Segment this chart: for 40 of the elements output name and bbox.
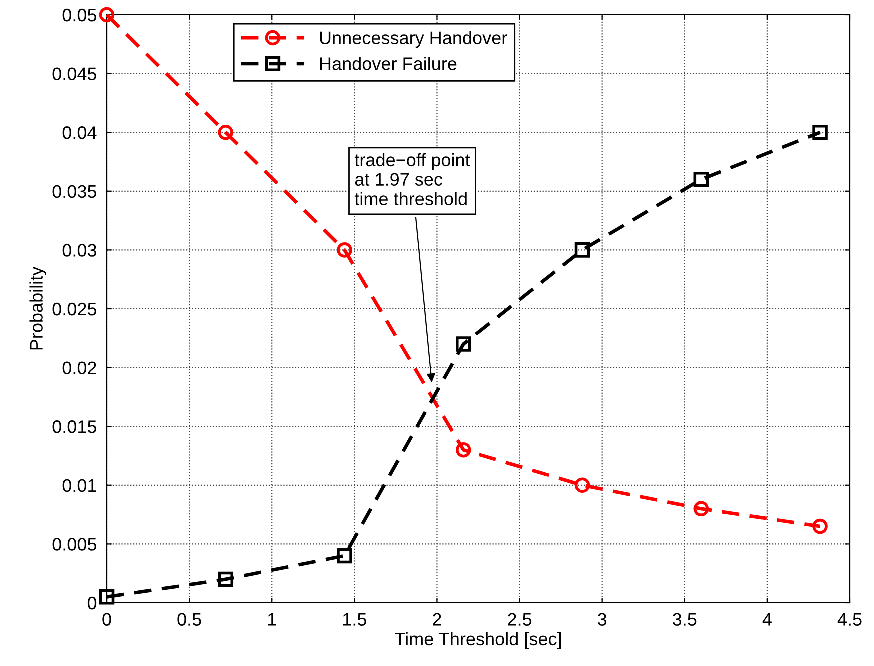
y-tick-label: 0.015 (52, 420, 97, 434)
x-tick-label: 3 (598, 613, 607, 626)
point (218, 572, 234, 588)
y-tick-label: 0.045 (52, 68, 97, 81)
y-tick-label: 0.04 (62, 126, 97, 140)
point (574, 478, 590, 494)
y-tick-label: 0.02 (62, 362, 96, 375)
x-tick-label: 4 (762, 613, 772, 626)
y-tick-label: 0.005 (52, 538, 97, 551)
point (574, 242, 590, 258)
y-tick-label: 0.035 (52, 185, 97, 198)
y-tick-label: 0.03 (62, 244, 96, 257)
x-tick-label: 1.5 (343, 613, 366, 626)
point (99, 7, 115, 23)
y-tick-label: 0 (88, 596, 97, 610)
x-axis-title: Time Threshold [sec] (395, 632, 562, 650)
x-tick-label: 0 (102, 613, 112, 626)
x-tick-label: 2 (433, 613, 442, 626)
point (218, 124, 234, 140)
point (99, 589, 115, 605)
legend-label: Handover Failure (320, 57, 457, 70)
point (337, 242, 352, 258)
y-tick-label: 0.01 (62, 479, 96, 492)
point (694, 172, 710, 188)
point (456, 442, 472, 458)
x-tick-label: 3.5 (673, 613, 697, 626)
legend-label: Unnecessary Handover (320, 31, 508, 48)
point (812, 518, 828, 534)
y-tick-label: 0.05 (62, 8, 97, 22)
point (694, 501, 710, 517)
annotation: trade−off point at 1.97 sec time threshold (354, 153, 470, 206)
y-axis-title: Probability (30, 266, 47, 350)
x-tick-label: 4.5 (838, 613, 862, 626)
point (456, 336, 472, 352)
y-tick-label: 0.025 (52, 302, 97, 316)
x-tick-label: 1 (268, 613, 276, 626)
x-tick-label: 2.5 (508, 613, 532, 626)
x-tick-label: 0.5 (178, 613, 202, 626)
point (337, 548, 352, 564)
point (812, 124, 828, 140)
